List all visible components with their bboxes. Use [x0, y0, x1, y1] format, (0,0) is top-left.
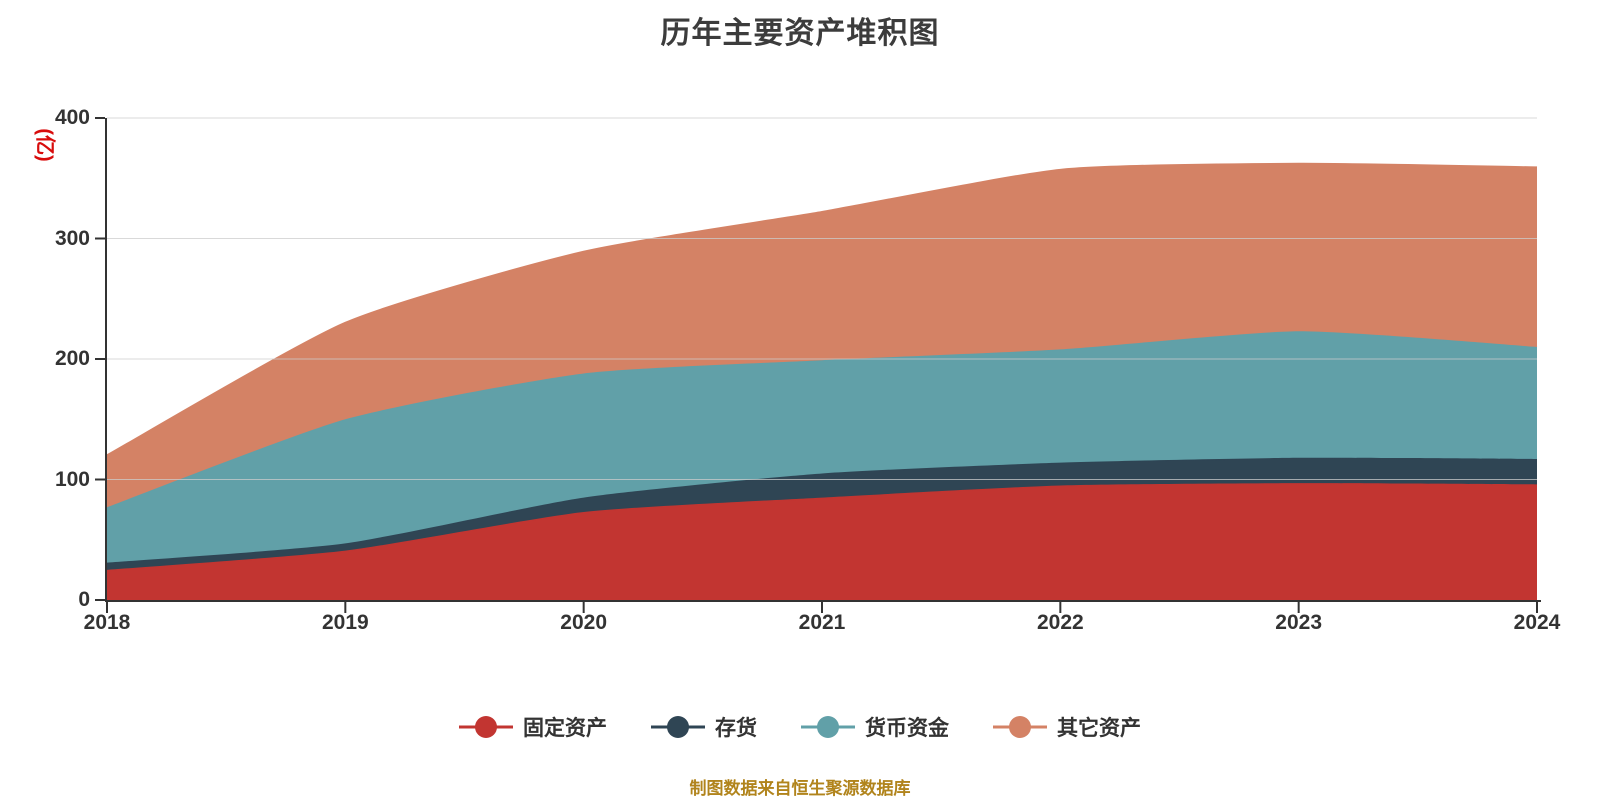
- legend-label-inventory: 存货: [715, 717, 757, 740]
- y-axis-tick-label: 0: [78, 588, 90, 611]
- legend-item-fixed-assets[interactable]: 固定资产: [459, 712, 607, 742]
- series-area-monetary-funds[interactable]: [107, 331, 1537, 563]
- legend-marker-monetary-funds: [801, 716, 855, 738]
- x-axis-tick-label-2021: 2021: [798, 611, 846, 634]
- legend-item-other-assets[interactable]: 其它资产: [993, 712, 1141, 742]
- legend-marker-fixed-assets: [459, 716, 513, 738]
- data-source-note: 制图数据来自恒生聚源数据库: [689, 779, 911, 798]
- legend-item-monetary-funds[interactable]: 货币资金: [801, 712, 949, 742]
- legend-label-monetary-funds: 货币资金: [865, 717, 949, 740]
- legend-label-other-assets: 其它资产: [1057, 717, 1141, 740]
- legend-label-fixed-assets: 固定资产: [523, 717, 607, 740]
- x-axis-tick-label-2023: 2023: [1275, 611, 1323, 634]
- legend-item-inventory[interactable]: 存货: [651, 712, 757, 742]
- y-axis-tick-label: 400: [54, 106, 90, 129]
- x-axis-tick-label-2019: 2019: [321, 611, 369, 634]
- chart-legend: 固定资产 存货 货币资金 其它资产: [0, 712, 1600, 742]
- x-axis-tick-label-2020: 2020: [560, 611, 608, 634]
- x-axis-tick-label-2018: 2018: [83, 611, 131, 634]
- x-axis-tick-label-2024: 2024: [1513, 611, 1561, 634]
- legend-marker-inventory: [651, 716, 705, 738]
- legend-marker-other-assets: [993, 716, 1047, 738]
- y-axis-tick-label: 100: [54, 467, 90, 491]
- x-axis-tick-label-2022: 2022: [1036, 611, 1084, 634]
- series-area-inventory[interactable]: [107, 457, 1537, 570]
- y-axis-tick-label: 200: [54, 347, 90, 370]
- series-area-other-assets[interactable]: [107, 163, 1537, 508]
- chart-title: 历年主要资产堆积图: [660, 17, 940, 50]
- y-axis-tick-label: 300: [54, 226, 90, 250]
- series-area-fixed-assets[interactable]: [107, 483, 1537, 600]
- series-line-other-assets: [106, 162, 1538, 457]
